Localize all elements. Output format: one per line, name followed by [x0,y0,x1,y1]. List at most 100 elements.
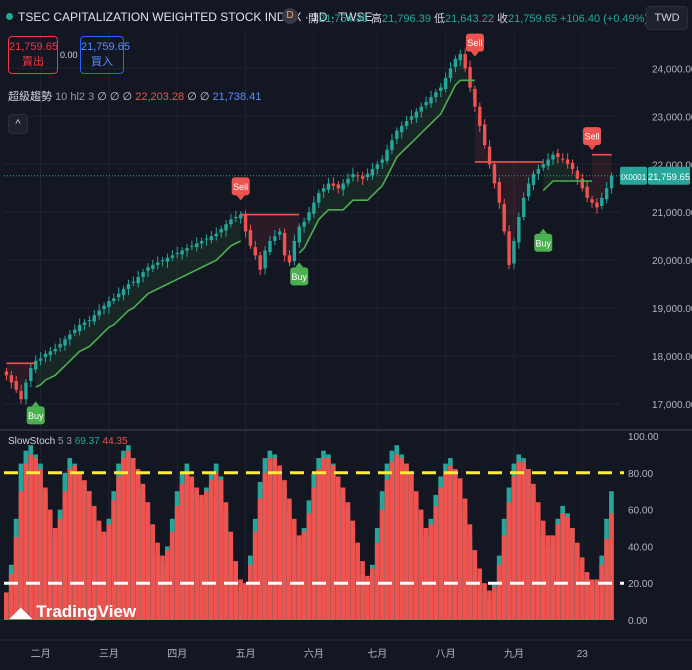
candle-body [424,101,428,106]
candle-body [526,183,531,197]
signals: Buy Sell Buy Sell Buy Sell [26,33,602,425]
change-value: +106.40 (+0.49%) [560,13,649,25]
time-tick-label: 九月 [504,648,524,660]
stoch-d-bar [135,469,141,620]
chart-header: TSEC CAPITALIZATION WEIGHTED STOCK INDEX… [0,0,692,32]
candle-body [102,305,106,310]
stoch-d-bar [535,502,541,620]
stoch-k-value: 69.37 [74,436,100,447]
sell-signal-pointer [236,195,245,201]
stoch-d-bar [145,502,151,620]
candle-body [97,310,101,316]
candle-body [238,214,243,219]
candle-body [370,169,375,176]
candle-body [73,329,77,334]
candle-body [404,121,409,126]
candle-body [14,381,18,390]
candle-body [512,240,516,264]
candle-body [507,231,511,265]
candle-body [604,188,609,200]
candle-body [556,153,560,158]
stoch-d-bar [521,461,526,620]
stoch-d-bar [584,572,590,620]
stoch-d-bar [443,472,448,620]
spread-value: 0.00 [60,50,78,60]
candle-body [321,188,326,192]
buy-button[interactable]: 21,759.65 買入 [80,36,130,74]
data-badge[interactable]: D [282,8,298,24]
sell-signal-marker [231,177,250,196]
candle-body [502,204,506,232]
stoch-d-bar [462,498,468,620]
candle-body [121,288,126,296]
stoch-tick-label: 80.00 [628,469,653,480]
stoch-d-bar [208,480,214,620]
stoch-d-bar [150,524,156,620]
stoch-d-bar [409,472,414,620]
stoch-d-bar [282,480,287,620]
supertrend-down-fill [6,360,36,400]
sell-label: 賣出 [22,56,44,68]
currency-selector[interactable]: TWD [646,6,688,30]
candle-body [585,186,589,198]
indicator-placeholders: ∅ ∅ ∅ [97,91,133,103]
stoch-d-bar [599,564,604,620]
sell-signal-label: Sell [585,132,600,142]
stoch-d-bar [218,480,224,620]
stoch-d-bar [57,518,63,620]
time-tick-label: 三月 [99,648,119,660]
sell-button[interactable]: 21,759.65 賣出 [8,36,58,74]
time-tick-label: 六月 [304,648,324,660]
sell-signal-label: Sell [467,38,482,48]
buy-signal-label: Buy [535,238,551,248]
stoch-d-bar [565,516,570,620]
stoch-d-bar [482,583,487,620]
candle-body [317,193,321,203]
stoch-d-bar [179,483,185,620]
candle-body [517,217,521,243]
candle-body [68,334,72,340]
tradingview-logo[interactable]: ◢◣ TradingView [10,602,136,622]
indicator-legend[interactable]: 超級趨勢 10 hl2 3 ∅ ∅ ∅ 22,203.28 ∅ ∅ 21,738… [8,88,261,104]
stoch-d-bar [116,476,121,620]
candle-body [385,149,389,161]
candle-body [58,344,62,348]
stoch-d-bar [243,583,248,620]
stoch-d-bar [555,524,561,620]
supertrend-lines [6,79,612,388]
open-value: 21,754.36 [319,13,368,25]
stoch-d-bar [77,472,82,620]
candle-body [126,284,131,289]
stoch-legend[interactable]: SlowStoch 5 3 69.37 44.35 [8,436,128,447]
supertrend-up-line [35,240,242,388]
indicator-value-blue: 21,738.41 [212,91,262,103]
stoch-d-bar [296,535,302,620]
stoch-d-bar [384,480,390,620]
stoch-d-bar [550,535,556,620]
candle-body [497,182,502,203]
close-label: 收 [497,13,508,25]
stoch-tick-label: 100.00 [628,432,659,443]
stoch-d-bar [487,590,492,620]
candle-body [195,243,199,248]
candle-body [258,255,262,270]
candle-body [312,202,316,214]
candle-body [448,68,453,78]
candle-body [287,255,292,263]
high-value: 21,796.39 [382,13,431,25]
stoch-tick-label: 60.00 [628,506,653,517]
stoch-d-bar [67,469,73,620]
candle-body [395,130,399,139]
collapse-legend-button[interactable]: ^ [8,114,28,134]
stoch-d-bar [252,531,258,620]
price-axis[interactable]: 17,000.00 18,000.00 19,000.00 20,000.00 21,0… [620,64,692,627]
stoch-d-bar [101,531,107,620]
candle-body [609,175,614,189]
candle-body [263,250,267,269]
candle-body [4,371,9,376]
indicator-placeholders-2: ∅ ∅ [187,91,210,103]
time-tick-label: 八月 [436,648,456,660]
time-axis[interactable]: 二月 三月 四月 五月 六月 七月 八月 九月 23 [31,648,589,660]
stoch-d-bar [335,476,341,620]
